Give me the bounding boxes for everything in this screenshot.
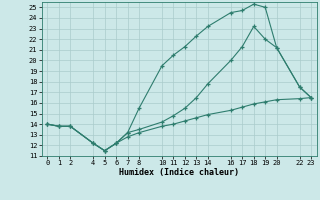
X-axis label: Humidex (Indice chaleur): Humidex (Indice chaleur) bbox=[119, 168, 239, 177]
